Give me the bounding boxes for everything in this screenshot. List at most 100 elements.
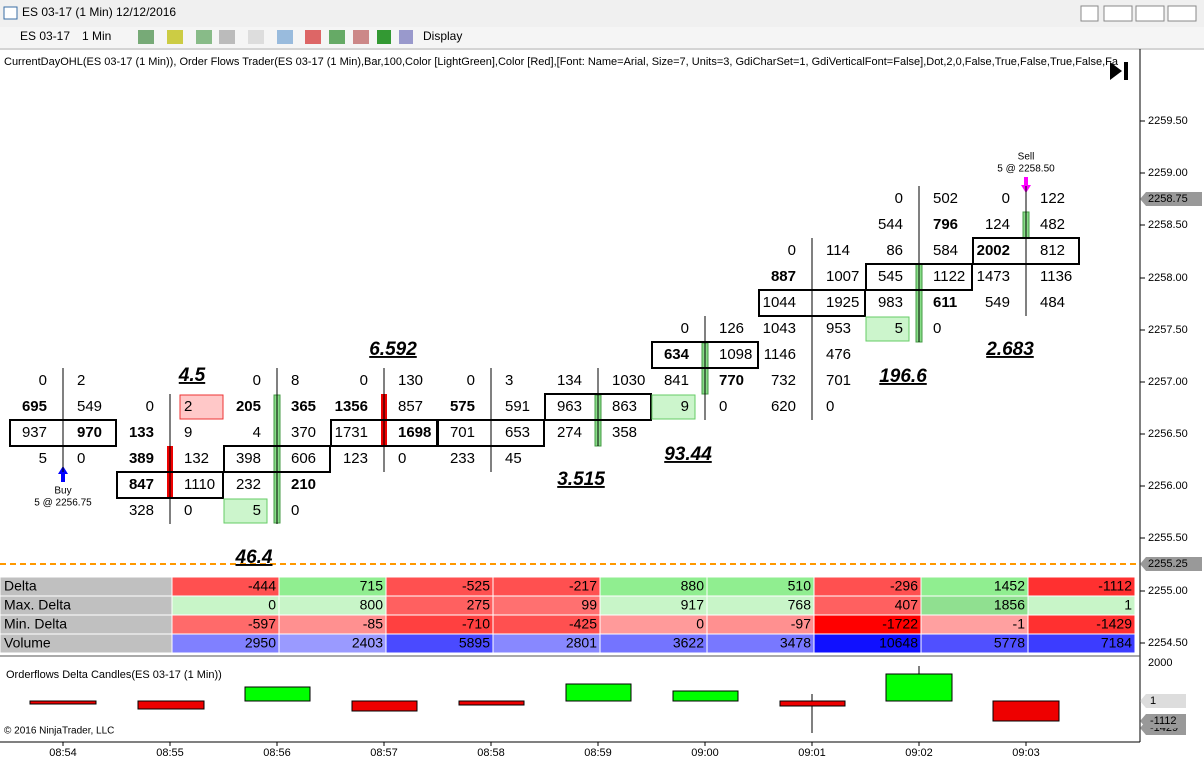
- tool-icon[interactable]: [196, 30, 212, 44]
- ask-volume: 8: [291, 372, 299, 389]
- buy-label: Buy: [54, 486, 71, 497]
- lower-tag-label: 1: [1150, 695, 1156, 707]
- bid-volume: 134: [557, 372, 582, 389]
- lower-axis-label: 2000: [1148, 657, 1172, 669]
- bid-volume: 575: [450, 398, 475, 415]
- ask-volume: 476: [826, 346, 851, 363]
- delta-candle: [885, 673, 953, 702]
- bid-volume: 1731: [335, 424, 368, 441]
- toolbar: [0, 27, 1204, 48]
- bid-volume: 1043: [763, 320, 796, 337]
- bar-annotation: 4.5: [178, 365, 206, 386]
- ask-volume: 857: [398, 398, 423, 415]
- instrument-select[interactable]: ES 03-17: [20, 29, 70, 43]
- ask-volume: 132: [184, 450, 209, 467]
- ask-volume: 3: [505, 372, 513, 389]
- bid-volume: 841: [664, 372, 689, 389]
- bid-volume: 5: [39, 450, 47, 467]
- ask-volume: 591: [505, 398, 530, 415]
- maximize-button[interactable]: [1135, 5, 1165, 22]
- delta-candle: [29, 700, 97, 705]
- bid-volume: 1356: [335, 398, 368, 415]
- bid-volume: 9: [681, 398, 689, 415]
- table-value: 800: [360, 597, 384, 613]
- table-row-label: Min. Delta: [4, 616, 67, 632]
- table-value: -1112: [1098, 578, 1132, 594]
- bid-volume: 544: [878, 216, 903, 233]
- table-value: -1: [1013, 616, 1026, 632]
- tool-icon[interactable]: [138, 30, 154, 44]
- interval-select[interactable]: 1 Min: [82, 29, 111, 43]
- cell-box: [223, 498, 268, 524]
- table-row-label: Max. Delta: [4, 597, 71, 613]
- tool-icon[interactable]: [353, 30, 369, 44]
- ask-volume: 0: [184, 502, 192, 519]
- sell-detail: 5 @ 2258.50: [997, 164, 1055, 175]
- tool-icon[interactable]: [277, 30, 293, 44]
- bid-volume: 983: [878, 294, 903, 311]
- price-tick-label: 2255.50: [1148, 532, 1188, 544]
- tool-icon[interactable]: [305, 30, 321, 44]
- bid-volume: 0: [1002, 190, 1010, 207]
- ask-volume: 0: [719, 398, 727, 415]
- table-value: 407: [895, 597, 919, 613]
- time-label: 09:02: [905, 747, 933, 759]
- tool-icon[interactable]: [399, 30, 413, 44]
- ask-volume: 0: [826, 398, 834, 415]
- time-label: 09:00: [691, 747, 719, 759]
- scroll-end-button[interactable]: [1110, 62, 1128, 80]
- table-value: 0: [696, 616, 704, 632]
- tool-icon[interactable]: [167, 30, 183, 44]
- line-price-tag: [1140, 557, 1202, 571]
- bid-volume: 1146: [764, 346, 796, 363]
- table-cell: [171, 595, 280, 616]
- ask-volume: 770: [719, 372, 744, 389]
- table-row-label: Volume: [4, 635, 51, 651]
- bid-volume: 5: [895, 320, 903, 337]
- ask-volume: 796: [933, 216, 958, 233]
- table-value: -597: [248, 616, 276, 632]
- table-cell: [599, 614, 708, 635]
- ask-volume: 2: [184, 398, 192, 415]
- table-value: 10648: [879, 635, 918, 651]
- tool-icon[interactable]: [219, 30, 235, 44]
- time-label: 08:58: [477, 747, 505, 759]
- bid-volume: 86: [886, 242, 903, 259]
- ask-volume: 358: [612, 424, 637, 441]
- table-value: -1429: [1096, 616, 1132, 632]
- delta-candle: [137, 700, 205, 710]
- bid-volume: 233: [450, 450, 475, 467]
- bid-volume: 620: [771, 398, 796, 415]
- bid-volume: 634: [664, 346, 690, 363]
- table-value: 7184: [1101, 635, 1132, 651]
- table-value: 5778: [994, 635, 1025, 651]
- bid-volume: 732: [771, 372, 796, 389]
- ask-volume: 45: [505, 450, 522, 467]
- ask-volume: 1925: [826, 294, 859, 311]
- delta-candle: [779, 700, 846, 707]
- close-button[interactable]: [1167, 5, 1197, 22]
- table-value: -217: [569, 578, 597, 594]
- table-value: 99: [581, 597, 597, 613]
- ask-volume: 122: [1040, 190, 1065, 207]
- price-tick-label: 2254.50: [1148, 637, 1188, 649]
- ask-volume: 611: [933, 294, 957, 311]
- tool-icon[interactable]: [329, 30, 345, 44]
- bid-volume: 0: [467, 372, 475, 389]
- ask-volume: 1098: [719, 346, 752, 363]
- ask-volume: 210: [291, 476, 316, 493]
- tool-icon[interactable]: [248, 30, 264, 44]
- ask-volume: 370: [291, 424, 316, 441]
- tool-icon[interactable]: [377, 30, 391, 44]
- table-value: 1452: [994, 578, 1025, 594]
- dock-button[interactable]: [1080, 5, 1099, 22]
- bid-volume: 0: [681, 320, 689, 337]
- bar-annotation: 2.683: [985, 339, 1034, 360]
- minimize-button[interactable]: [1103, 5, 1133, 22]
- bid-volume: 205: [236, 398, 261, 415]
- bid-volume: 328: [129, 502, 154, 519]
- display-menu[interactable]: Display: [423, 29, 462, 43]
- cell-box: [651, 394, 696, 420]
- lower-panel-title: Orderflows Delta Candles(ES 03-17 (1 Min…: [6, 669, 222, 681]
- price-tick-label: 2256.00: [1148, 480, 1188, 492]
